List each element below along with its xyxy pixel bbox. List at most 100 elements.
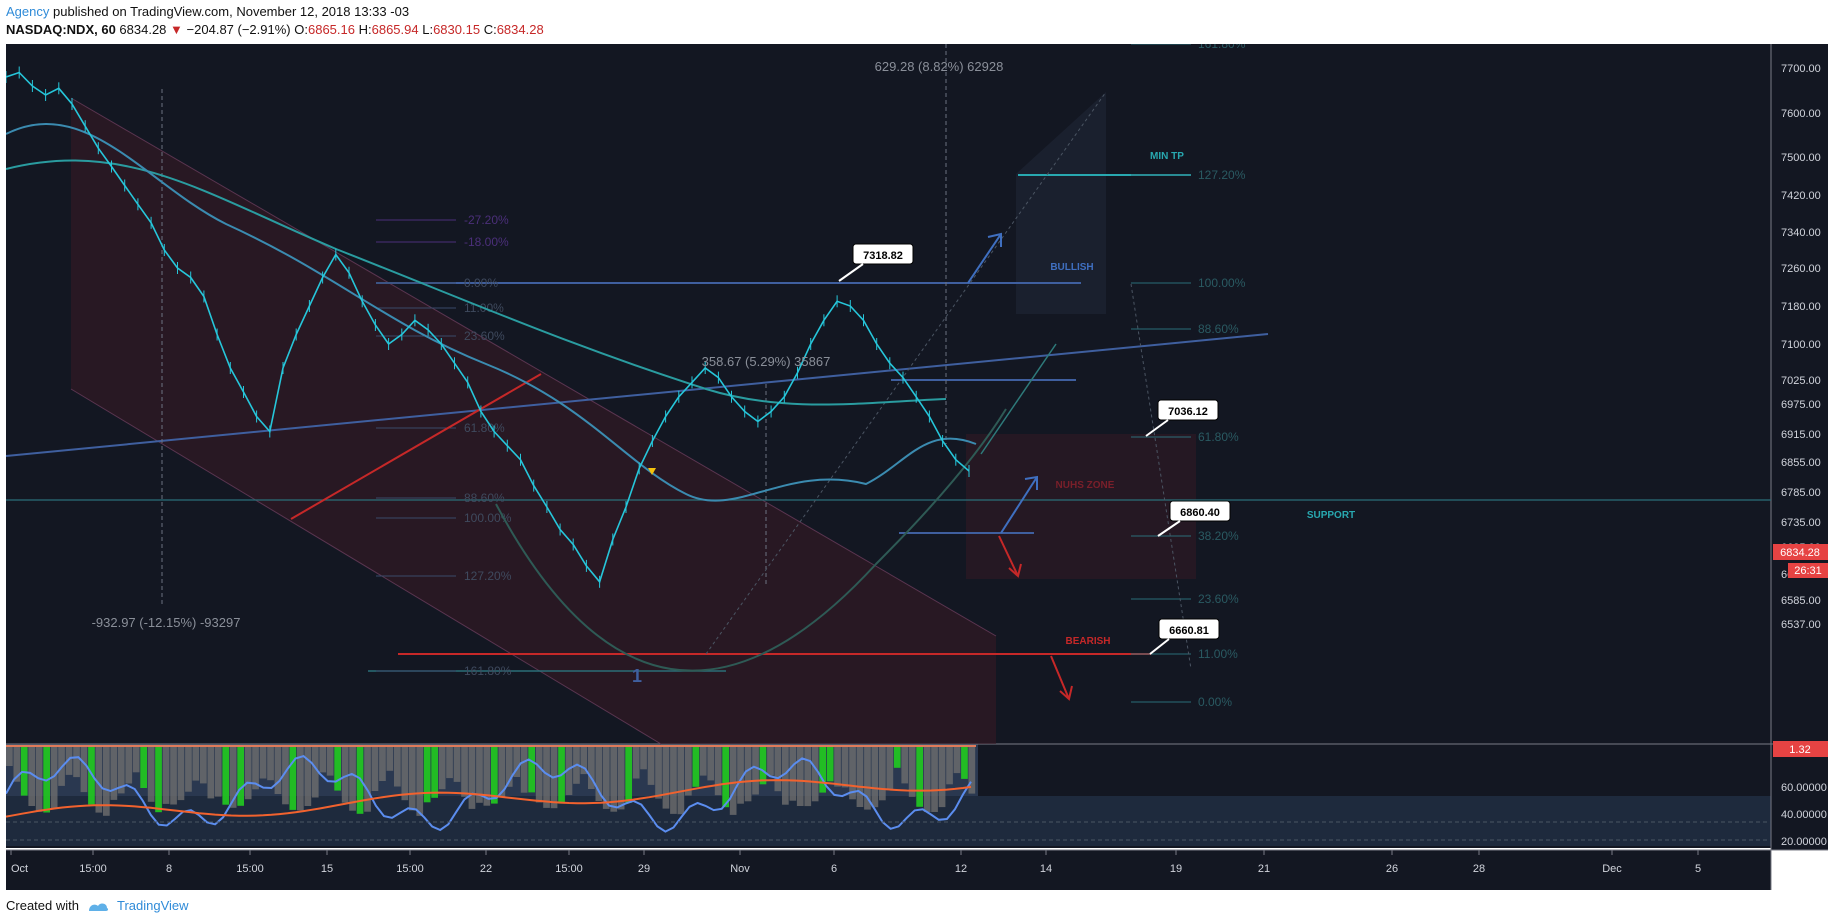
oscillator-bar bbox=[282, 746, 289, 805]
nuhs-arrow-icon[interactable] bbox=[1000, 475, 1038, 534]
callout-7318-text: 7318.82 bbox=[863, 250, 903, 262]
oscillator-bar bbox=[879, 746, 886, 801]
descending-channel[interactable] bbox=[71, 98, 996, 744]
price-axis-label: 7420.00 bbox=[1781, 190, 1821, 202]
oscillator-bar bbox=[80, 746, 88, 793]
time-axis-label: 15:00 bbox=[79, 863, 107, 875]
oscillator-histogram bbox=[6, 745, 976, 816]
fib-right-level-label: 0.00% bbox=[1198, 695, 1232, 709]
callout-7318[interactable]: 7318.82 bbox=[838, 243, 914, 282]
time-scale[interactable] bbox=[6, 850, 1771, 890]
oscillator-bar bbox=[297, 746, 304, 811]
price-tag-text: 6834.28 bbox=[1780, 547, 1820, 559]
time-axis-label: 6 bbox=[831, 863, 837, 875]
oscillator-axis-labels: 60.00000 40.00000 20.00000 bbox=[1781, 782, 1827, 848]
oscillator-bar bbox=[938, 746, 946, 808]
high-value: 6865.94 bbox=[371, 22, 419, 37]
fib-right-levels: 161.80% 127.20% 100.00% 88.60% 61.80% 38.20% 2… bbox=[1131, 37, 1246, 709]
oscillator-bar bbox=[655, 746, 662, 799]
oscillator-bar bbox=[349, 746, 356, 811]
fib-left-level-label: 100.00% bbox=[464, 511, 512, 525]
price-series[interactable] bbox=[5, 71, 970, 584]
chart-canvas[interactable]: -27.20% -18.00% 0.00% 11.00% 23.60% 61.80% 88.… bbox=[5, 37, 1828, 890]
fib-left-level-label: 23.60% bbox=[464, 329, 505, 343]
measure-label-bottom: -932.97 (-12.15%) -93297 bbox=[92, 615, 241, 630]
tradingview-link[interactable]: TradingView bbox=[116, 898, 189, 913]
oscillator-bar bbox=[394, 746, 401, 787]
callout-7036[interactable]: 7036.12 bbox=[1145, 399, 1219, 437]
oscillator-bar bbox=[617, 746, 625, 810]
oscillator-bar bbox=[20, 746, 28, 796]
oscillator-bar bbox=[304, 746, 312, 806]
oscillator-bar bbox=[714, 746, 722, 796]
countdown-tag-text: 26:31 bbox=[1794, 565, 1822, 577]
fib-connector bbox=[1130, 283, 1192, 670]
channel-bottom-line bbox=[70, 388, 662, 745]
oscillator-bar bbox=[274, 746, 282, 794]
oscillator-bar bbox=[931, 746, 938, 812]
price-change: −204.87 (−2.91%) bbox=[186, 22, 291, 37]
oscillator-bar bbox=[729, 746, 737, 815]
published-text: published on TradingView.com, November 1… bbox=[53, 4, 410, 19]
oscillator-bar bbox=[155, 746, 162, 813]
oscillator-bar bbox=[946, 746, 953, 785]
fib-right-level-label: 38.20% bbox=[1198, 529, 1239, 543]
oscillator-axis-label: 40.00000 bbox=[1781, 809, 1827, 821]
oscillator-bar bbox=[744, 746, 752, 802]
price-axis-label: 7700.00 bbox=[1781, 63, 1821, 75]
low-value: 6830.15 bbox=[433, 22, 481, 37]
oscillator-bar bbox=[117, 746, 125, 794]
oscillator-axis-label: 20.00000 bbox=[1781, 836, 1827, 848]
oscillator-bar bbox=[841, 746, 849, 788]
wave-label-1: 1 bbox=[632, 666, 642, 686]
oscillator-bar bbox=[237, 746, 244, 806]
oscillator-bar bbox=[871, 746, 879, 808]
bearish-arrow-icon[interactable] bbox=[1050, 655, 1073, 701]
time-axis-label: 15 bbox=[321, 863, 333, 875]
time-axis-label: 19 bbox=[1170, 863, 1182, 875]
oscillator-bar bbox=[505, 746, 513, 787]
price-axis-label: 7180.00 bbox=[1781, 301, 1821, 313]
callout-6660[interactable]: 6660.81 bbox=[1149, 618, 1220, 655]
price-scale[interactable] bbox=[1771, 44, 1828, 850]
oscillator-orange-line bbox=[5, 779, 972, 818]
time-axis-labels: Oct 15:00 8 15:00 15 15:00 22 15:00 29 Nov 6 12 14 19… bbox=[10, 850, 1701, 875]
down-target-arrow-icon[interactable] bbox=[998, 535, 1022, 578]
price-axis-label: 6537.00 bbox=[1781, 619, 1821, 631]
oscillator-bar bbox=[699, 746, 707, 776]
time-axis-label: 14 bbox=[1040, 863, 1052, 875]
created-with-text: Created with bbox=[6, 898, 79, 913]
oscillator-bar bbox=[640, 746, 647, 770]
time-axis-label: 28 bbox=[1473, 863, 1485, 875]
open-label: O: bbox=[294, 22, 308, 37]
nuhs-zone-box[interactable] bbox=[966, 434, 1196, 579]
oscillator-bar bbox=[602, 746, 610, 809]
oscillator-bar bbox=[520, 746, 528, 793]
price-axis-label: 7025.00 bbox=[1781, 375, 1821, 387]
oscillator-bar bbox=[476, 746, 483, 803]
projection-diagonal bbox=[705, 91, 1107, 655]
oscillator-bar bbox=[13, 746, 21, 782]
price-axis-label: 7600.00 bbox=[1781, 108, 1821, 120]
chart-area[interactable]: -27.20% -18.00% 0.00% 11.00% 23.60% 61.80% 88.… bbox=[5, 37, 1828, 890]
callout-7036-text: 7036.12 bbox=[1168, 406, 1208, 418]
fib-right-level-label: 161.80% bbox=[1198, 44, 1246, 51]
oscillator-bar bbox=[595, 746, 603, 801]
oscillator-bar bbox=[535, 746, 543, 803]
price-axis-labels: 7700.00 7600.00 7500.00 7420.00 7340.00 7260.… bbox=[1781, 63, 1821, 631]
bullish-arrow-icon[interactable] bbox=[967, 232, 1002, 284]
oscillator-bar bbox=[423, 746, 431, 803]
oscillator-bar bbox=[782, 746, 789, 805]
rising-trendline[interactable] bbox=[5, 333, 1269, 457]
price-axis-label: 6915.00 bbox=[1781, 429, 1821, 441]
oscillator-bar bbox=[162, 746, 170, 804]
oscillator-bar bbox=[244, 746, 252, 800]
author-link[interactable]: Agency bbox=[6, 4, 50, 19]
red-trendline[interactable] bbox=[290, 373, 542, 520]
oscillator-band bbox=[6, 796, 1771, 846]
time-axis-label: 5 bbox=[1695, 863, 1701, 875]
oscillator-bar bbox=[453, 746, 461, 782]
oscillator-bar bbox=[886, 746, 894, 790]
price-axis-label: 7500.00 bbox=[1781, 152, 1821, 164]
callout-6860[interactable]: 6860.40 bbox=[1157, 500, 1231, 537]
